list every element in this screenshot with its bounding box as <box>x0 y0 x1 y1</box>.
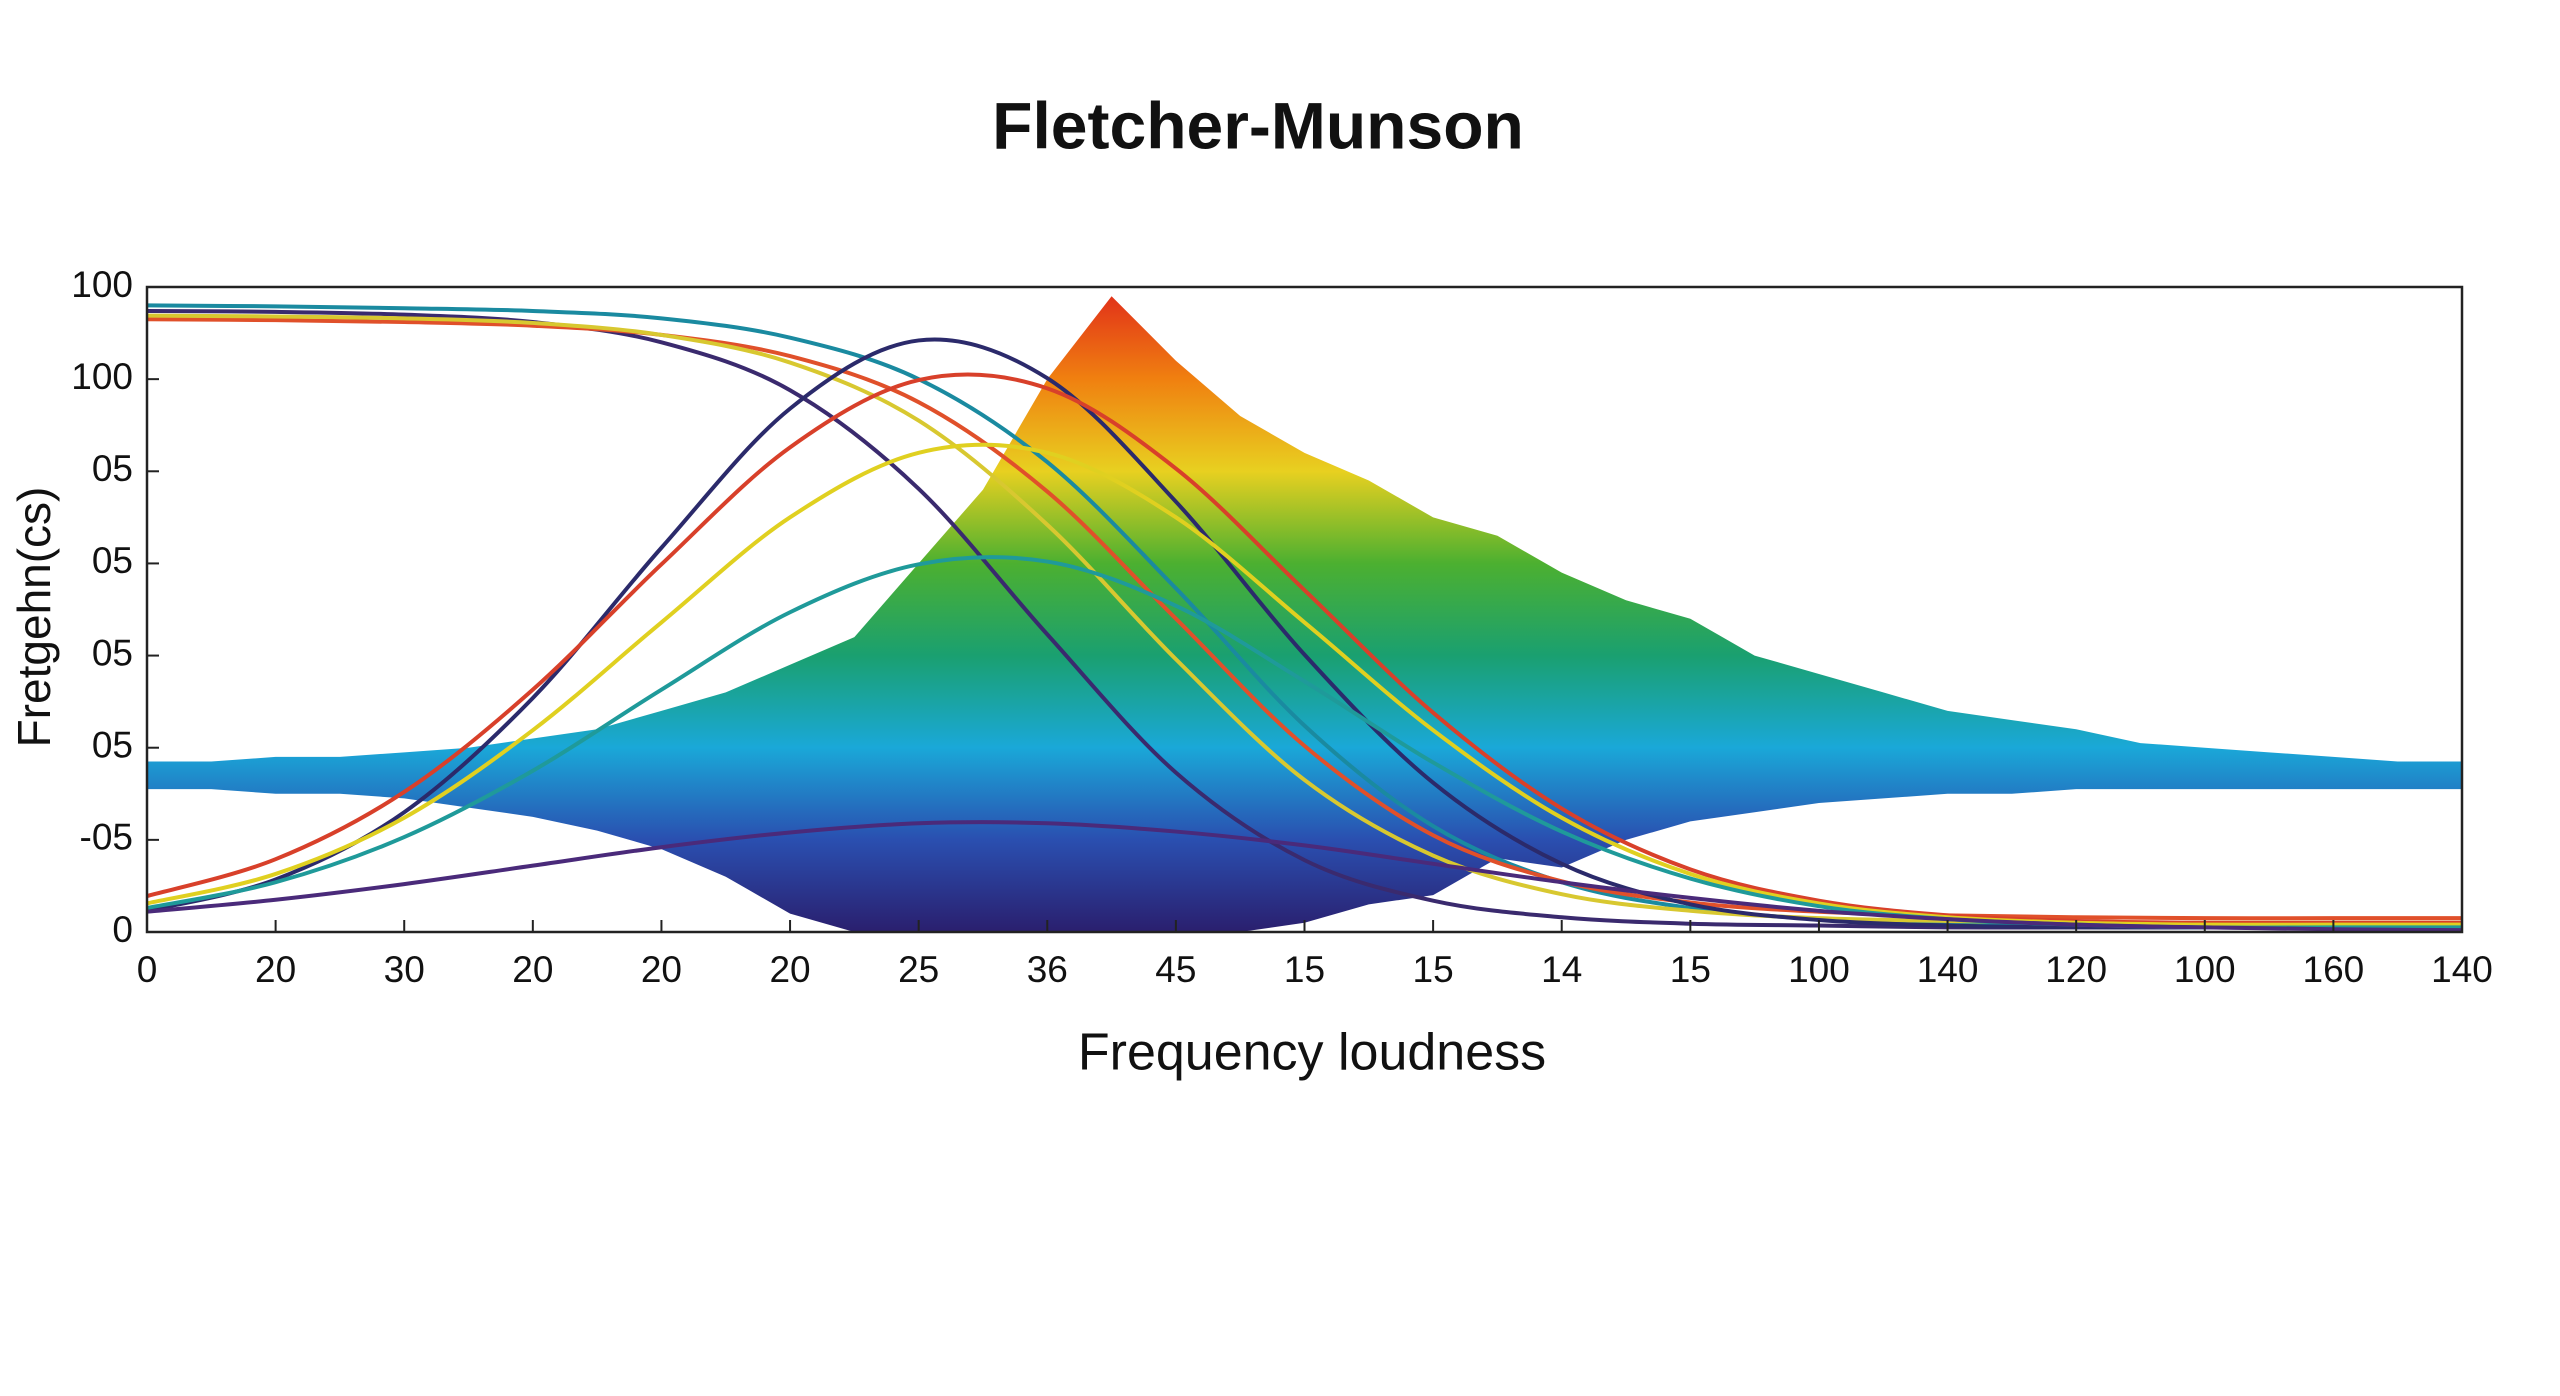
y-tick-label: 05 <box>92 632 133 673</box>
x-tick-label: 25 <box>898 949 939 990</box>
x-tick-label: 140 <box>2431 949 2493 990</box>
x-tick-label: 100 <box>1788 949 1850 990</box>
x-tick-label: 14 <box>1541 949 1582 990</box>
x-tick-label: 30 <box>384 949 425 990</box>
x-tick-label: 140 <box>1917 949 1979 990</box>
x-axis-label: Frequency loudness <box>1078 1024 1546 1082</box>
y-tick-label: 05 <box>92 724 133 765</box>
x-tick-label: 15 <box>1670 949 1711 990</box>
chart-title: Fletcher-Munson <box>992 88 1524 162</box>
x-tick-label: 20 <box>512 949 553 990</box>
x-tick-label: 20 <box>769 949 810 990</box>
y-tick-label: -05 <box>80 817 133 858</box>
curve <box>146 337 2462 930</box>
x-tick-label: 120 <box>2045 949 2107 990</box>
x-tick-label: 20 <box>255 949 296 990</box>
y-tick-label: 100 <box>71 356 133 397</box>
x-tick-label: 36 <box>1027 949 1068 990</box>
curve <box>146 317 2462 921</box>
x-tick-label: 20 <box>641 949 682 990</box>
x-tick-label: 15 <box>1413 949 1454 990</box>
x-tick-label: 100 <box>2174 949 2236 990</box>
x-tick-label: 160 <box>2303 949 2365 990</box>
y-tick-label: 05 <box>92 448 133 489</box>
x-tick-label: 0 <box>137 949 158 990</box>
waveform-band <box>147 296 2462 932</box>
y-tick-label: 05 <box>92 540 133 581</box>
y-axis-label: Fretgehn(cs) <box>8 487 60 748</box>
y-tick-label: 0 <box>112 909 133 950</box>
x-tick-label: 15 <box>1284 949 1325 990</box>
y-tick-label: 100 <box>71 264 133 305</box>
x-tick-label: 45 <box>1155 949 1196 990</box>
